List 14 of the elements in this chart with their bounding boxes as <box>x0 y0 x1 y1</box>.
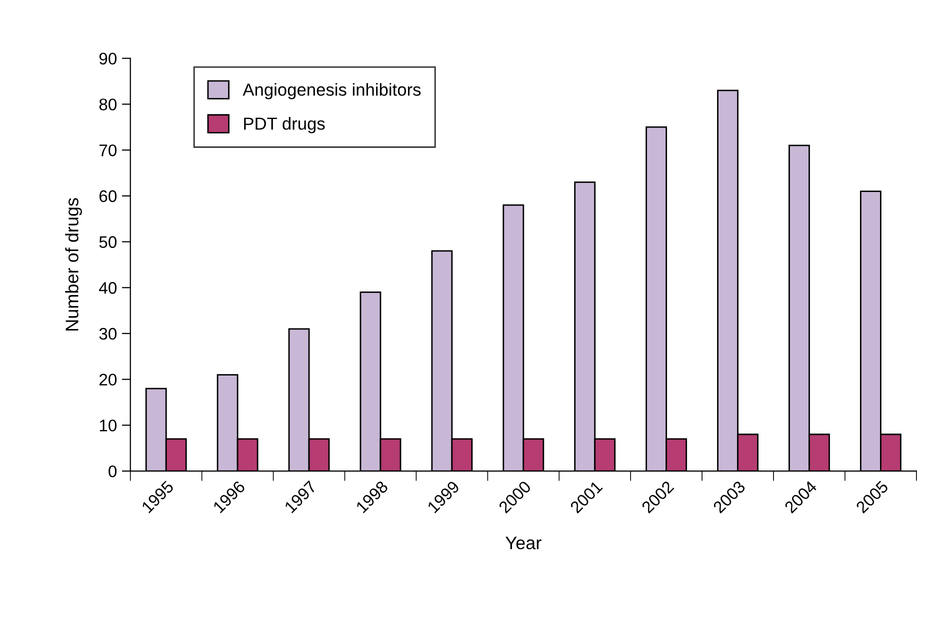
y-tick-label: 30 <box>99 328 117 340</box>
legend-label: PDT drugs <box>244 117 325 134</box>
x-axis-title: Year <box>506 536 542 550</box>
y-tick-label: 0 <box>108 465 117 478</box>
y-tick-label: 80 <box>99 98 117 110</box>
y-tick-label: 40 <box>99 282 117 294</box>
legend-label: Angiogenesis inhibitors <box>242 83 421 100</box>
y-tick-label: 90 <box>99 52 117 65</box>
y-tick-label: 70 <box>100 144 117 156</box>
y-tick-label: 20 <box>99 374 117 386</box>
y-axis-title: Number of drugs <box>65 198 82 330</box>
y-tick-label: 60 <box>99 190 117 202</box>
y-tick-label: 50 <box>99 236 117 248</box>
y-tick-label: 10 <box>100 420 117 432</box>
